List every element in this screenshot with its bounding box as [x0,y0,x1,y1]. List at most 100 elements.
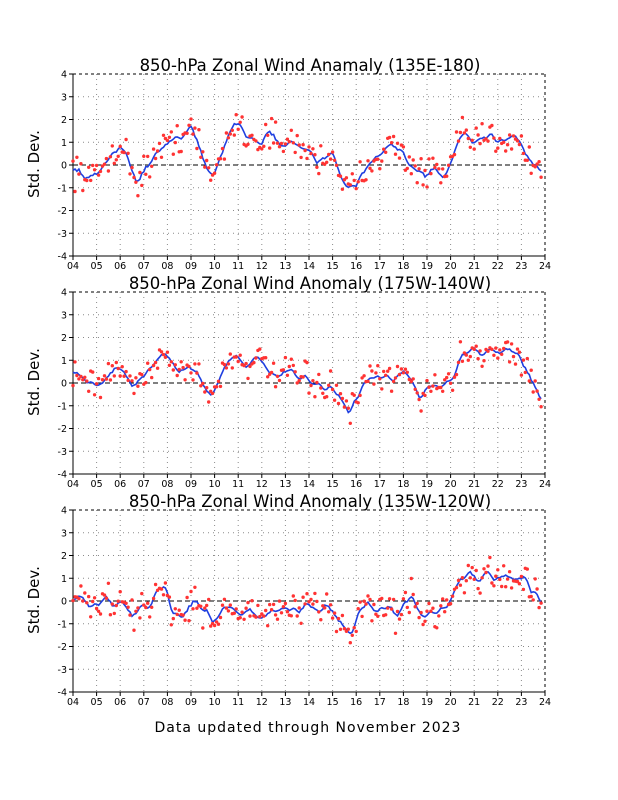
data-point [185,131,189,135]
data-point [240,610,244,614]
data-point [423,168,427,173]
panel-3: 850-hPa Zonal Wind Anomaly (135W-120W) S… [25,492,551,708]
data-point [507,570,512,574]
data-point [122,150,126,155]
data-point [167,135,172,139]
data-point [285,137,290,141]
data-point [291,141,295,145]
data-point [413,605,417,609]
data-point [513,362,518,366]
data-point [151,596,156,601]
data-point [140,591,144,596]
data-point [157,141,162,146]
data-point [490,123,494,128]
x-tick-label: 06 [114,697,126,708]
data-point [332,158,337,162]
data-point [104,596,109,600]
data-point [110,144,115,148]
data-point [370,169,374,173]
monthly-points-series [71,113,543,198]
data-point [85,178,89,183]
data-point [468,354,472,359]
y-tick-label: 3 [61,310,67,321]
y-tick-label: 4 [61,506,67,517]
data-point [366,379,370,384]
data-point [209,624,213,628]
data-point [368,166,372,170]
data-point [417,397,421,402]
data-point [234,113,238,117]
data-point [214,163,219,167]
data-point [317,171,321,176]
data-point [515,347,520,351]
data-point [94,382,99,386]
data-point [368,364,372,368]
x-tick-label: 18 [397,261,409,272]
data-point [334,629,339,634]
data-point [407,610,411,615]
data-point [128,172,132,176]
data-point [303,602,307,606]
data-point [189,117,193,121]
data-point [421,622,425,627]
data-point [193,362,197,366]
data-point [167,595,172,599]
data-point [313,153,317,157]
data-point [358,160,362,164]
data-point [226,136,231,140]
data-point [429,389,433,393]
data-point [96,173,101,177]
data-point [159,350,164,354]
data-point [218,384,223,389]
y-tick-label: -2 [58,642,67,653]
data-point [504,149,508,153]
data-point [325,592,329,596]
data-point [277,599,282,603]
data-point [360,614,364,619]
data-point [83,375,87,379]
data-point [102,162,107,166]
data-point [525,158,529,162]
x-tick-label: 24 [539,697,551,708]
x-tick-label: 16 [350,261,362,272]
data-point [466,563,470,568]
x-tick-label: 12 [256,261,268,272]
monthly-points-series [71,555,543,645]
x-tick-label: 08 [161,697,173,708]
data-point [203,606,207,610]
data-point [531,598,535,602]
data-point [397,617,402,621]
x-tick-label: 22 [492,479,504,490]
data-point [110,364,115,368]
data-point [81,188,85,193]
data-point [496,568,500,572]
data-point [535,162,539,166]
data-point [295,133,299,138]
data-point [214,385,219,389]
x-tick-label: 16 [350,697,362,708]
data-point [496,146,500,150]
data-point [305,592,309,596]
data-point [456,578,461,583]
data-point [525,567,529,571]
x-tick-label: 16 [350,479,362,490]
data-point [517,582,522,586]
x-tick-label: 17 [374,479,386,490]
data-point [179,360,183,364]
data-point [277,378,282,383]
data-point [415,181,419,185]
data-point [108,155,113,159]
data-point [201,381,205,386]
data-point [148,367,152,372]
data-point [429,609,433,613]
data-point [474,344,478,348]
data-point [106,581,111,585]
data-point [246,376,250,381]
data-point [305,360,309,365]
data-point [380,387,384,391]
data-point [338,627,343,631]
data-point [352,393,356,397]
data-point [472,147,476,151]
data-point [482,567,486,571]
data-point [199,155,203,159]
